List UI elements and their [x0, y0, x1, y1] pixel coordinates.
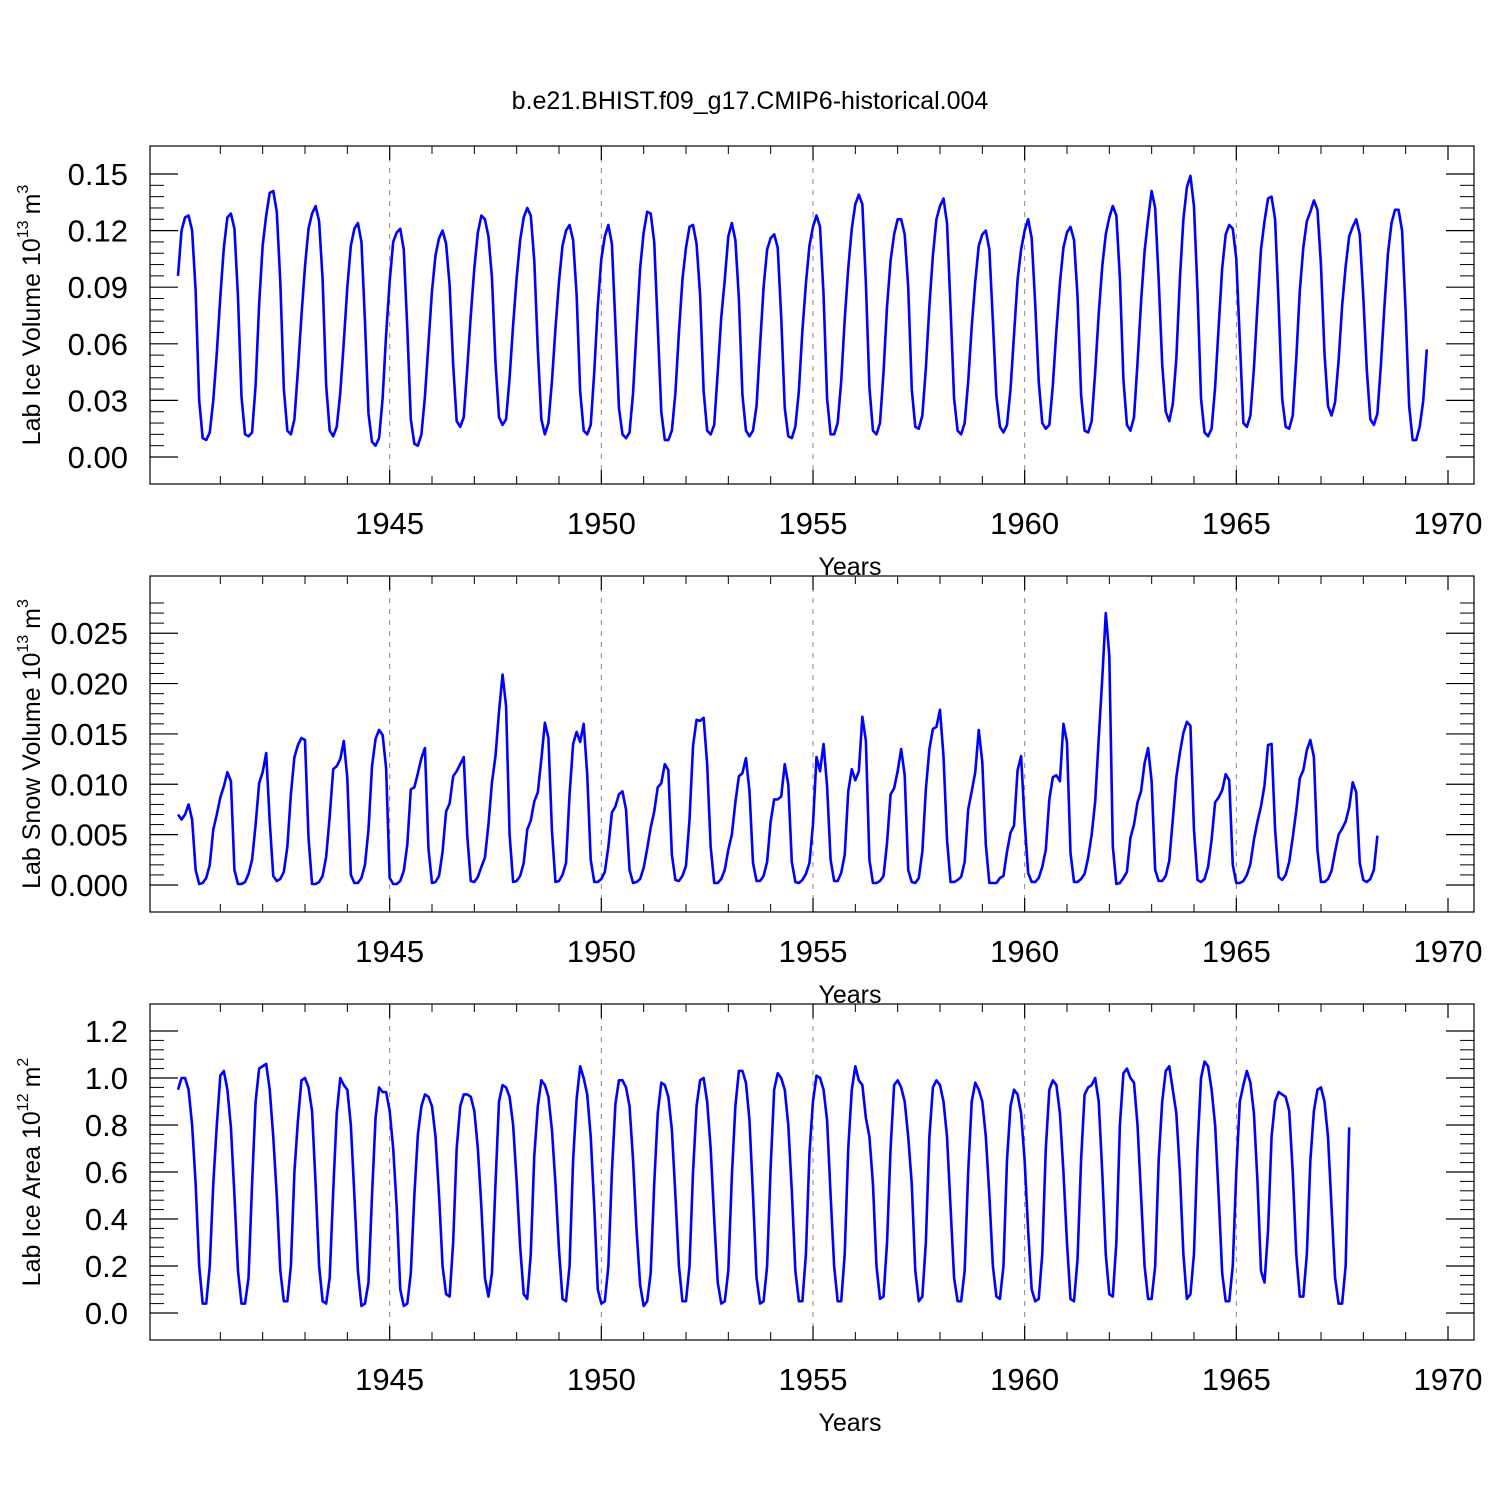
figure-title: b.e21.BHIST.f09_g17.CMIP6-historical.004 — [512, 87, 989, 115]
y-axis-label-unit: m — [18, 608, 46, 629]
plot-frame — [149, 1003, 1475, 1341]
y-axis-label-unit-exponent: 3 — [15, 185, 32, 194]
x-tick-label: 1950 — [567, 1362, 636, 1397]
y-axis-label-text: Lab Snow Volume 10 — [18, 653, 46, 889]
y-tick-label: 0.15 — [68, 157, 128, 192]
x-tick-label: 1955 — [779, 934, 848, 969]
chart-panel-3: 1945 1950 1955 1960 1965 1970 Years 0.0 0.2 0.4 0.… — [15, 1003, 1483, 1437]
x-tick-label: 1950 — [567, 506, 636, 541]
y-tick-label: 0.00 — [68, 440, 128, 475]
y-axis-label-unit: m — [18, 1067, 46, 1088]
x-tick-label: 1970 — [1414, 1362, 1483, 1397]
x-axis-label: Years — [818, 1409, 881, 1437]
y-axis-label-text: Lab Ice Volume 10 — [18, 238, 46, 445]
x-tick-label: 1945 — [355, 934, 424, 969]
y-tick-label: 0.020 — [50, 667, 128, 702]
y-tick-label: 0.06 — [68, 327, 128, 362]
x-axis-label: Years — [818, 981, 881, 1009]
y-axis-label-exponent: 12 — [15, 1093, 32, 1111]
series-line — [176, 174, 1429, 447]
x-tick-label: 1950 — [567, 934, 636, 969]
x-tick-label: 1960 — [990, 1362, 1059, 1397]
x-tick-label: 1965 — [1202, 1362, 1271, 1397]
y-axis-label-exponent: 13 — [15, 220, 32, 238]
y-axis-label-exponent: 13 — [15, 635, 32, 653]
y-axis-label-text: Lab Ice Area 10 — [18, 1111, 46, 1286]
y-tick-label: 0.005 — [50, 818, 128, 853]
x-tick-label: 1970 — [1414, 934, 1483, 969]
plot-frame — [149, 575, 1475, 913]
y-axis-label: Lab Snow Volume 1013 m3 — [15, 599, 46, 889]
series-line — [176, 1060, 1351, 1308]
y-tick-label: 0.8 — [85, 1108, 128, 1143]
y-tick-label: 0.4 — [85, 1202, 128, 1237]
y-axis-label: Lab Ice Area 1012 m2 — [15, 1058, 46, 1287]
y-axis-label-unit-exponent: 3 — [15, 599, 32, 608]
x-tick-label: 1945 — [355, 1362, 424, 1397]
y-tick-label: 0.010 — [50, 767, 128, 802]
y-tick-label: 1.2 — [85, 1014, 128, 1049]
x-tick-label: 1945 — [355, 506, 424, 541]
y-tick-label: 0.6 — [85, 1155, 128, 1190]
y-tick-label: 0.2 — [85, 1249, 128, 1284]
chart-panel-1: 1945 1950 1955 1960 1965 1970 Years 0.00 0.03 0.0… — [15, 145, 1483, 581]
y-tick-label: 0.03 — [68, 383, 128, 418]
y-tick-label: 0.025 — [50, 616, 128, 651]
y-tick-label: 0.0 — [85, 1296, 128, 1331]
chart-panel-2: 1945 1950 1955 1960 1965 1970 Years 0.000 0.005 0… — [15, 575, 1483, 1009]
y-axis-label-unit: m — [18, 194, 46, 215]
x-axis-label: Years — [818, 553, 881, 581]
x-tick-label: 1970 — [1414, 506, 1483, 541]
y-tick-label: 0.015 — [50, 717, 128, 752]
series-line — [176, 611, 1379, 886]
y-tick-label: 0.000 — [50, 868, 128, 903]
y-axis-label: Lab Ice Volume 1013 m3 — [15, 185, 46, 446]
y-tick-label: 0.12 — [68, 214, 128, 249]
y-tick-label: 0.09 — [68, 270, 128, 305]
panels: 1945 1950 1955 1960 1965 1970Years0.000.030.0… — [15, 145, 1483, 1437]
plot-frame — [149, 145, 1475, 485]
y-tick-label: 1.0 — [85, 1061, 128, 1096]
y-axis-label-unit-exponent: 2 — [15, 1058, 32, 1067]
x-tick-label: 1965 — [1202, 506, 1271, 541]
x-tick-label: 1955 — [779, 506, 848, 541]
x-tick-label: 1965 — [1202, 934, 1271, 969]
x-tick-label: 1960 — [990, 506, 1059, 541]
x-tick-label: 1955 — [779, 1362, 848, 1397]
x-tick-label: 1960 — [990, 934, 1059, 969]
